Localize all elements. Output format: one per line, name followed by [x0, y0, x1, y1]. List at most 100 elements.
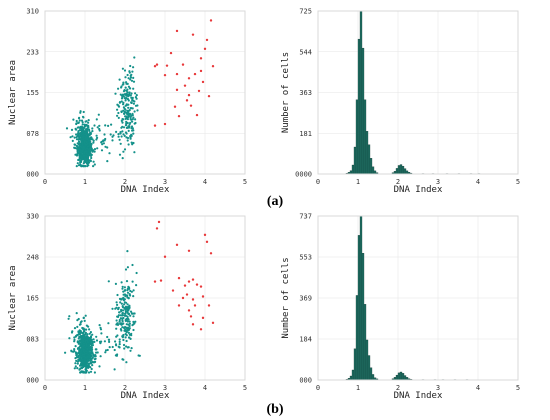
scatter-point	[84, 336, 87, 339]
scatter-point	[73, 367, 76, 370]
scatter-point	[125, 89, 128, 92]
outlier-point	[201, 295, 205, 298]
scatter-point	[122, 298, 125, 302]
scatter-point	[125, 94, 128, 97]
scatter-point	[71, 135, 74, 138]
scatter-point	[121, 335, 125, 338]
scatter-point	[125, 331, 128, 334]
x-tick-label: 3	[163, 384, 167, 392]
outlier-point	[171, 289, 175, 292]
scatter-point	[77, 152, 80, 155]
scatter-point	[118, 138, 121, 141]
scatter-point	[123, 289, 126, 292]
scatter-point	[130, 332, 133, 335]
scatter-point	[77, 131, 80, 135]
scatter-point	[127, 85, 130, 88]
x-tick-label: 2	[396, 178, 400, 186]
scatter-point	[83, 160, 86, 163]
outlier-point	[181, 63, 185, 66]
scatter-point	[74, 147, 77, 150]
scatter-point	[127, 106, 130, 109]
scatter-point	[116, 303, 119, 306]
outlier-point	[211, 65, 215, 68]
scatter-point	[77, 130, 80, 133]
scatter-point	[74, 362, 77, 365]
scatter-point	[124, 76, 127, 79]
scatter-point	[109, 133, 112, 136]
scatter-point	[84, 314, 87, 317]
scatter-point	[131, 70, 134, 73]
scatter-point	[133, 110, 136, 113]
scatter-point	[132, 328, 135, 332]
scatter-point	[81, 358, 84, 361]
outlier-point	[199, 285, 203, 288]
scatter-point	[120, 110, 123, 113]
scatter-point	[86, 124, 89, 127]
scatter-point	[106, 335, 109, 339]
scatter-point	[76, 362, 79, 365]
scatter-point	[85, 352, 88, 355]
scatter-point	[86, 165, 89, 168]
outlier-point	[207, 304, 211, 307]
scatter-point	[124, 268, 128, 271]
scatter-point	[131, 263, 134, 267]
scatter-point	[122, 83, 125, 86]
histogram-bar	[355, 295, 359, 381]
scatter-point	[132, 141, 135, 145]
x-tick-label: 4	[203, 178, 207, 186]
scatter-point	[70, 128, 74, 131]
scatter-point	[95, 348, 98, 351]
histogram-bar	[363, 304, 367, 381]
scatter-point	[130, 101, 133, 104]
scatter-point	[73, 143, 77, 146]
scatter-point	[80, 138, 83, 142]
scatter-point	[95, 118, 98, 121]
scatter-point	[124, 328, 127, 331]
scatter-point	[132, 87, 135, 90]
scatter-point	[126, 294, 129, 297]
outlier-point	[175, 243, 179, 247]
scatter-point	[73, 348, 76, 351]
scatter-point	[123, 312, 127, 315]
scatter-point	[134, 320, 137, 323]
x-tick-label: 1	[356, 178, 360, 186]
outlier-point	[177, 114, 181, 118]
x-axis-label: DNA Index	[394, 391, 443, 401]
y-tick-label: 000	[26, 377, 39, 385]
scatter-point	[124, 308, 127, 311]
scatter-point	[124, 97, 127, 100]
scatter-point	[79, 159, 82, 162]
scatter-point	[78, 342, 81, 345]
scatter-point	[114, 307, 117, 310]
scatter-point	[129, 289, 132, 293]
histogram-bar	[395, 168, 399, 175]
histogram-bar	[359, 215, 363, 381]
scatter-point	[131, 280, 134, 283]
scatter-point	[73, 136, 76, 139]
scatter-point	[128, 293, 131, 296]
histogram-bar	[353, 348, 357, 381]
scatter-point	[73, 327, 77, 330]
scatter-point	[134, 121, 137, 125]
scatter-point	[82, 133, 85, 136]
scatter-point	[122, 90, 126, 93]
scatter-point	[127, 143, 130, 146]
scatter-point	[74, 365, 77, 368]
scatter-point	[86, 161, 89, 164]
scatter-point	[87, 121, 90, 124]
scatter-point	[121, 320, 124, 323]
scatter-point	[135, 271, 138, 275]
scatter-point	[113, 348, 116, 352]
scatter-point	[86, 347, 89, 350]
scatter-point	[89, 331, 92, 334]
scatter-point	[88, 351, 92, 354]
scatter-point	[108, 340, 111, 343]
scatter-point	[92, 165, 95, 168]
scatter-point	[128, 304, 131, 307]
scatter-point	[123, 303, 126, 306]
x-axis-label: DNA Index	[121, 391, 170, 401]
outlier-point	[159, 279, 163, 282]
scatter-point	[78, 148, 81, 151]
scatter-point	[120, 85, 123, 88]
scatter-point	[77, 126, 80, 129]
